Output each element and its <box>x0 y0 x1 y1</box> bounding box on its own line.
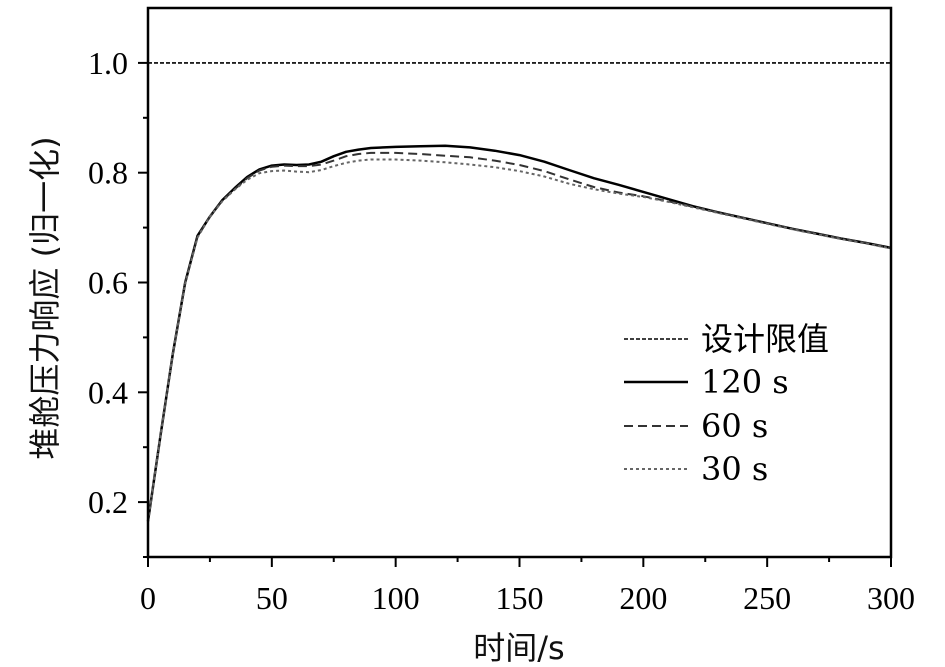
x-tick-label: 50 <box>256 580 288 616</box>
axis-tick-labels: 0 50 100 150 200 250 300 0.2 0.4 0.6 0.8 1.0 <box>88 45 915 616</box>
y-tick-label: 0.6 <box>88 265 128 301</box>
y-tick-label: 0.2 <box>88 484 128 520</box>
axis-ticks <box>138 61 892 567</box>
x-tick-label: 250 <box>743 580 791 616</box>
x-axis-title: 时间/s <box>473 629 564 667</box>
plot-frame <box>146 6 893 559</box>
y-tick-label: 0.8 <box>88 155 128 191</box>
x-tick-label: 100 <box>372 580 420 616</box>
legend-label-1: 120 s <box>701 363 789 401</box>
x-tick-label: 300 <box>867 580 915 616</box>
y-tick-label: 0.4 <box>88 374 128 410</box>
y-axis-title: 堆舱压力响应 (归一化) <box>26 136 64 459</box>
series-line-3 <box>147 158 892 522</box>
x-tick-label: 0 <box>140 580 156 616</box>
x-tick-label: 150 <box>496 580 544 616</box>
y-tick-label: 1.0 <box>88 45 128 81</box>
legend: 设计限值 120 s 60 s 30 s <box>624 320 829 488</box>
series-layer <box>146 62 892 522</box>
series-line-2 <box>147 151 892 522</box>
x-tick-label: 200 <box>619 580 667 616</box>
legend-label-2: 60 s <box>701 407 768 445</box>
legend-label-0: 设计限值 <box>701 320 829 358</box>
legend-label-3: 30 s <box>701 450 768 488</box>
